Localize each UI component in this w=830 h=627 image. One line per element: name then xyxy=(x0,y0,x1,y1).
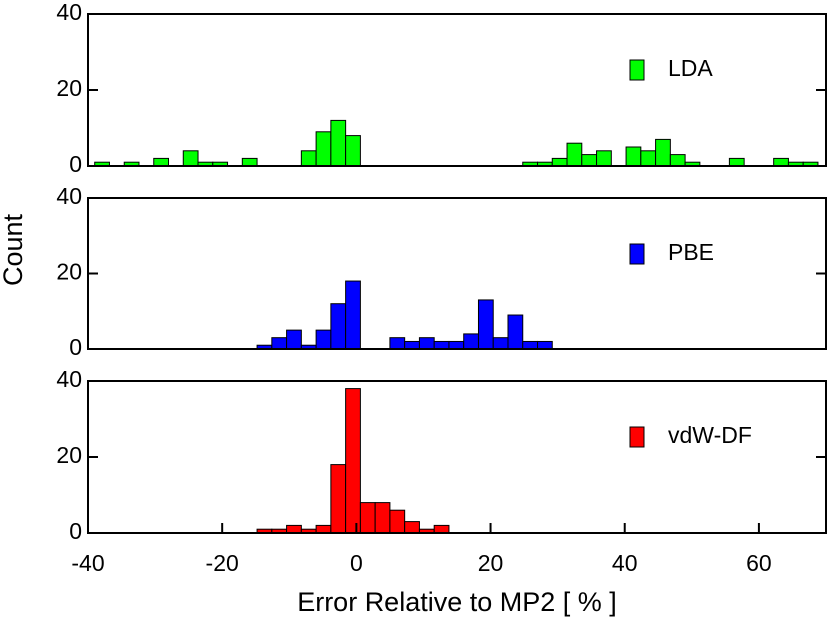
y-tick-label: 20 xyxy=(56,442,82,468)
bar xyxy=(492,337,509,350)
bar xyxy=(330,464,347,534)
bar xyxy=(286,329,302,350)
y-tick-label: 40 xyxy=(56,0,82,25)
bar xyxy=(433,340,450,350)
x-tick-label: -40 xyxy=(71,550,104,576)
y-tick-label: 20 xyxy=(56,259,82,285)
bar xyxy=(374,502,391,534)
plot-frame xyxy=(87,197,827,350)
bar xyxy=(345,388,361,534)
y-tick-label: 40 xyxy=(56,183,82,209)
y-tick-label: 40 xyxy=(56,366,82,392)
y-axis-label: Count xyxy=(0,213,28,286)
x-axis-label: Error Relative to MP2 [ % ] xyxy=(297,587,617,617)
bar xyxy=(463,333,479,350)
legend-swatch xyxy=(629,243,645,265)
bar xyxy=(596,150,612,167)
y-tick-label: 0 xyxy=(69,151,82,177)
x-tick-label: 60 xyxy=(746,550,772,576)
legend-swatch xyxy=(629,59,645,81)
bar xyxy=(330,303,347,350)
x-tick-label: -20 xyxy=(206,550,239,576)
bar xyxy=(389,337,406,350)
bar xyxy=(625,146,642,167)
y-tick-label: 0 xyxy=(69,518,82,544)
plot-frame xyxy=(87,380,827,534)
bar xyxy=(315,131,332,167)
bar xyxy=(418,337,435,350)
bar xyxy=(153,157,170,167)
legend-label: vdW-DF xyxy=(668,422,752,448)
bar xyxy=(448,340,465,350)
x-tick-label: 20 xyxy=(478,550,504,576)
bar xyxy=(345,280,361,350)
bar xyxy=(286,524,302,534)
bar xyxy=(522,340,539,350)
bar xyxy=(537,340,553,350)
bar xyxy=(655,138,671,167)
legend-label: PBE xyxy=(668,239,714,265)
bar xyxy=(404,521,420,534)
bar xyxy=(669,154,686,167)
bar xyxy=(581,154,598,167)
bar xyxy=(477,299,494,350)
legend-label: LDA xyxy=(668,55,713,81)
bar xyxy=(389,509,406,534)
legend-swatch xyxy=(629,426,645,448)
plot-frame xyxy=(87,13,827,167)
bar xyxy=(551,157,568,167)
bar xyxy=(728,157,745,167)
x-tick-label: 0 xyxy=(350,550,363,576)
bar xyxy=(404,340,420,350)
bar xyxy=(315,524,332,534)
x-tick-label: 40 xyxy=(612,550,638,576)
y-tick-label: 20 xyxy=(56,75,82,101)
bar xyxy=(315,329,332,350)
bar xyxy=(640,150,657,167)
bar xyxy=(300,150,317,167)
bar xyxy=(330,119,347,167)
y-tick-label: 0 xyxy=(69,334,82,360)
bar xyxy=(241,157,258,167)
bar xyxy=(271,337,288,350)
bar xyxy=(433,524,450,534)
bar xyxy=(507,314,524,350)
bar xyxy=(345,135,361,167)
bar xyxy=(773,157,789,167)
bar xyxy=(182,150,199,167)
bar xyxy=(359,502,376,534)
bar xyxy=(566,142,583,167)
